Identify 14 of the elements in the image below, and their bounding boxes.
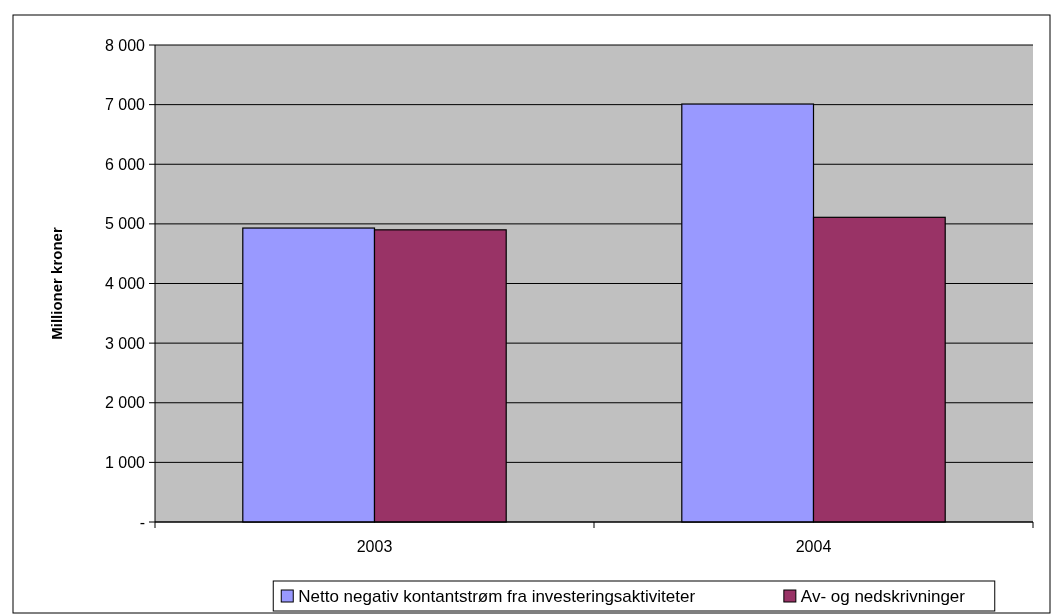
y-tick-label: 8 000 bbox=[104, 36, 146, 54]
y-tick-label: 7 000 bbox=[104, 96, 146, 114]
y-tick-label: 5 000 bbox=[104, 215, 146, 233]
y-tick-label: 3 000 bbox=[104, 334, 146, 352]
y-tick-label: 4 000 bbox=[104, 275, 146, 293]
legend-label: Netto negativ kontantstrøm fra investeringsaktiviteter bbox=[298, 587, 696, 606]
x-tick-label: 2004 bbox=[795, 538, 832, 555]
x-tick-label: 2003 bbox=[356, 538, 393, 555]
y-tick-label: 2 000 bbox=[104, 394, 146, 412]
y-tick-label: - bbox=[139, 513, 145, 531]
y-tick-label: 6 000 bbox=[104, 155, 146, 173]
legend-label: Av- og nedskrivninger bbox=[800, 587, 966, 606]
y-axis-title: Millioner kroner bbox=[48, 227, 65, 340]
y-tick-label: 1 000 bbox=[104, 453, 146, 471]
